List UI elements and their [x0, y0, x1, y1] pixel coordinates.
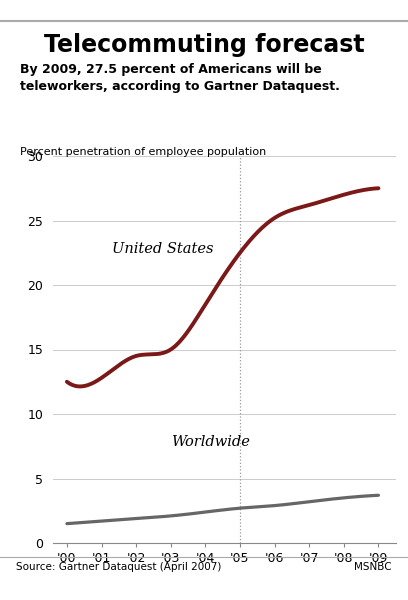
- Text: Worldwide: Worldwide: [171, 435, 250, 449]
- Text: Telecommuting forecast: Telecommuting forecast: [44, 33, 364, 57]
- Text: By 2009, 27.5 percent of Americans will be
teleworkers, according to Gartner Dat: By 2009, 27.5 percent of Americans will …: [20, 63, 340, 93]
- Text: Percent penetration of employee population: Percent penetration of employee populati…: [20, 147, 267, 157]
- Text: Source: Gartner Dataquest (April 2007): Source: Gartner Dataquest (April 2007): [16, 562, 222, 572]
- Text: United States: United States: [112, 242, 213, 256]
- Text: MSNBC: MSNBC: [354, 562, 392, 572]
